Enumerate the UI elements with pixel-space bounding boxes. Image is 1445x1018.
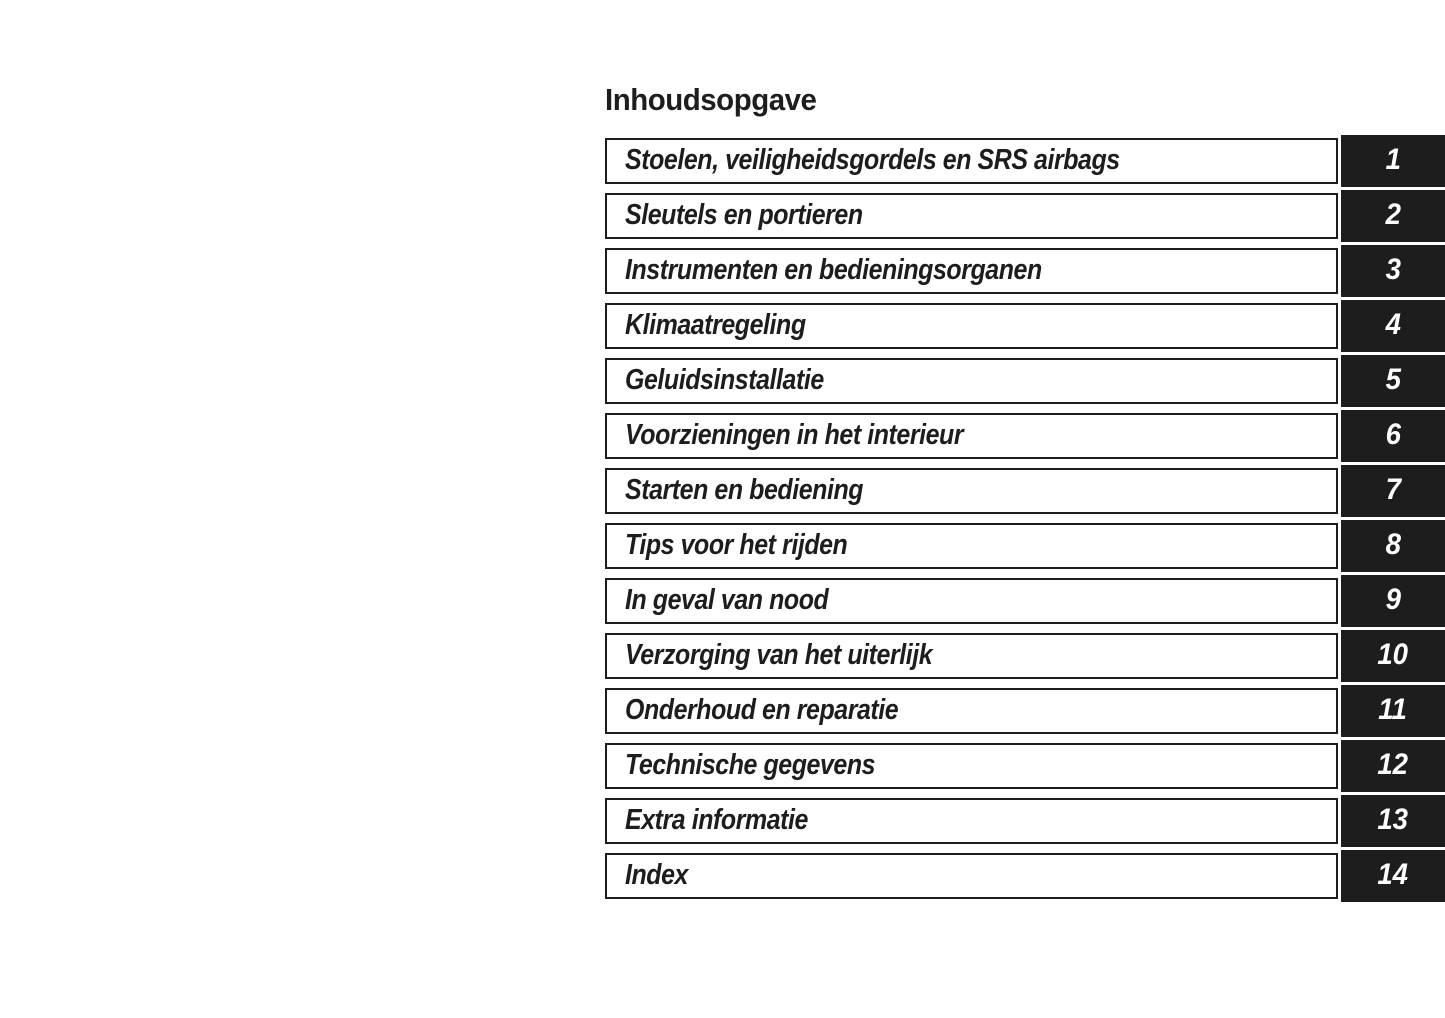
toc-row-label-box: Extra informatie — [605, 798, 1338, 844]
toc-row-14[interactable]: Index 14 — [605, 850, 1445, 902]
toc-row-label-box: Stoelen, veiligheidsgordels en SRS airba… — [605, 138, 1338, 184]
toc-row-2[interactable]: Sleutels en portieren 2 — [605, 190, 1445, 242]
toc-row-label: Tips voor het rijden — [625, 528, 848, 561]
toc-row-label: Voorzieningen in het interieur — [625, 418, 964, 451]
chapter-number: 4 — [1385, 308, 1401, 341]
toc-row-3[interactable]: Instrumenten en bedieningsorganen 3 — [605, 245, 1445, 297]
toc-row-label: Stoelen, veiligheidsgordels en SRS airba… — [625, 143, 1120, 176]
toc-row-label-box: Starten en bediening — [605, 468, 1338, 514]
chapter-number: 2 — [1385, 198, 1401, 231]
chapter-number: 7 — [1385, 473, 1401, 506]
toc-row-label: Geluidsinstallatie — [625, 363, 824, 396]
chapter-number: 14 — [1377, 858, 1409, 891]
toc-row-label: Extra informatie — [625, 803, 809, 836]
chapter-number: 10 — [1377, 638, 1409, 671]
chapter-number-badge: 6 — [1341, 410, 1445, 462]
toc-row-label: Verzorging van het uiterlijk — [625, 638, 933, 671]
toc-row-12[interactable]: Technische gegevens 12 — [605, 740, 1445, 792]
chapter-number-badge: 11 — [1341, 685, 1445, 737]
toc-row-6[interactable]: Voorzieningen in het interieur 6 — [605, 410, 1445, 462]
toc-row-label-box: Index — [605, 853, 1338, 899]
toc-row-5[interactable]: Geluidsinstallatie 5 — [605, 355, 1445, 407]
toc-row-label-box: Onderhoud en reparatie — [605, 688, 1338, 734]
toc-row-7[interactable]: Starten en bediening 7 — [605, 465, 1445, 517]
chapter-number-badge: 10 — [1341, 630, 1445, 682]
chapter-number-badge: 8 — [1341, 520, 1445, 572]
toc-row-label-box: Instrumenten en bedieningsorganen — [605, 248, 1338, 294]
toc-row-8[interactable]: Tips voor het rijden 8 — [605, 520, 1445, 572]
toc-row-4[interactable]: Klimaatregeling 4 — [605, 300, 1445, 352]
toc-row-13[interactable]: Extra informatie 13 — [605, 795, 1445, 847]
page-title: Inhoudsopgave — [605, 82, 817, 117]
chapter-number: 9 — [1385, 583, 1401, 616]
toc-row-1[interactable]: Stoelen, veiligheidsgordels en SRS airba… — [605, 135, 1445, 187]
toc-row-label-box: Voorzieningen in het interieur — [605, 413, 1338, 459]
toc-row-label-box: Klimaatregeling — [605, 303, 1338, 349]
chapter-number-badge: 12 — [1341, 740, 1445, 792]
chapter-number-badge: 13 — [1341, 795, 1445, 847]
toc-row-label: Technische gegevens — [625, 748, 876, 781]
toc-row-label-box: Geluidsinstallatie — [605, 358, 1338, 404]
chapter-number-badge: 4 — [1341, 300, 1445, 352]
toc-row-label: Onderhoud en reparatie — [625, 693, 899, 726]
toc-row-label-box: In geval van nood — [605, 578, 1338, 624]
toc-row-label: Sleutels en portieren — [625, 198, 863, 231]
chapter-number: 6 — [1385, 418, 1401, 451]
chapter-number-badge: 5 — [1341, 355, 1445, 407]
toc-row-10[interactable]: Verzorging van het uiterlijk 10 — [605, 630, 1445, 682]
toc-row-11[interactable]: Onderhoud en reparatie 11 — [605, 685, 1445, 737]
toc-row-label-box: Tips voor het rijden — [605, 523, 1338, 569]
toc-row-9[interactable]: In geval van nood 9 — [605, 575, 1445, 627]
chapter-number: 3 — [1385, 253, 1401, 286]
toc-row-label: Klimaatregeling — [625, 308, 806, 341]
toc-row-label: Index — [625, 858, 688, 891]
chapter-number: 13 — [1377, 803, 1409, 836]
chapter-number: 8 — [1385, 528, 1401, 561]
chapter-number: 5 — [1385, 363, 1401, 396]
toc-row-label-box: Technische gegevens — [605, 743, 1338, 789]
chapter-number-badge: 7 — [1341, 465, 1445, 517]
chapter-number: 1 — [1385, 143, 1401, 176]
toc-row-label: In geval van nood — [625, 583, 829, 616]
chapter-number-badge: 2 — [1341, 190, 1445, 242]
chapter-number-badge: 9 — [1341, 575, 1445, 627]
toc-row-label-box: Verzorging van het uiterlijk — [605, 633, 1338, 679]
chapter-number: 11 — [1378, 693, 1408, 726]
chapter-number-badge: 1 — [1341, 135, 1445, 187]
toc-row-label: Instrumenten en bedieningsorganen — [625, 253, 1042, 286]
toc-row-label-box: Sleutels en portieren — [605, 193, 1338, 239]
chapter-number: 12 — [1377, 748, 1409, 781]
chapter-number-badge: 3 — [1341, 245, 1445, 297]
toc-row-label: Starten en bediening — [625, 473, 864, 506]
chapter-number-badge: 14 — [1341, 850, 1445, 902]
